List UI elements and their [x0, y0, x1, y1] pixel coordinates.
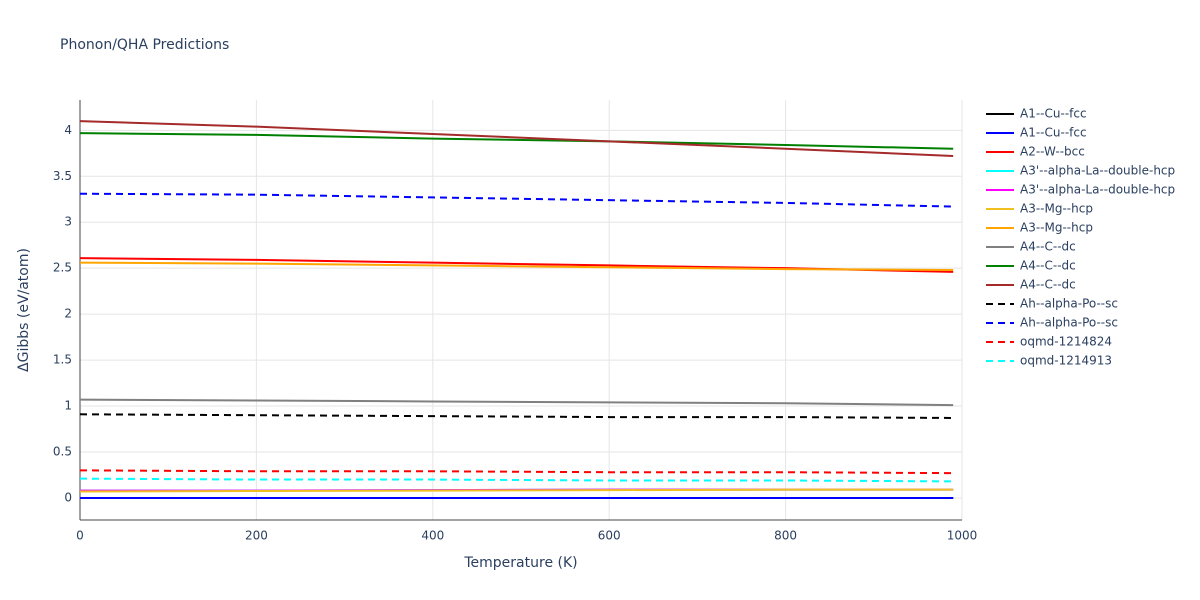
series-line: [79, 192, 954, 208]
series-line: [79, 477, 954, 483]
legend-label[interactable]: A4--C--dc: [1020, 278, 1076, 292]
series-line: [79, 398, 954, 407]
series-line: [79, 132, 954, 150]
legend-label[interactable]: A3--Mg--hcp: [1020, 221, 1093, 235]
legend-label[interactable]: Ah--alpha-Po--sc: [1020, 316, 1118, 330]
x-tick-label: 0: [76, 529, 84, 543]
y-tick-label: 4: [64, 123, 72, 137]
series-line: [79, 488, 954, 493]
y-tick-label: 2.5: [53, 261, 72, 275]
legend-label[interactable]: Ah--alpha-Po--sc: [1020, 297, 1118, 311]
chart-title: Phonon/QHA Predictions: [60, 37, 229, 53]
y-tick-label: 3: [64, 215, 72, 229]
x-tick-label: 1000: [947, 529, 978, 543]
legend-label[interactable]: A2--W--bcc: [1020, 145, 1085, 159]
legend-label[interactable]: A4--C--dc: [1020, 259, 1076, 273]
x-axis-title: Temperature (K): [463, 555, 577, 571]
x-tick-label: 400: [421, 529, 444, 543]
y-tick-label: 1: [64, 399, 72, 413]
x-tick-label: 600: [598, 529, 621, 543]
y-axis-title: ΔGibbs (eV/atom): [16, 248, 32, 372]
legend-label[interactable]: A1--Cu--fcc: [1020, 126, 1087, 140]
x-tick-label: 200: [245, 529, 268, 543]
legend-label[interactable]: A3'--alpha-La--double-hcp: [1020, 164, 1175, 178]
legend-label[interactable]: A3'--alpha-La--double-hcp: [1020, 183, 1175, 197]
y-tick-label: 3.5: [53, 169, 72, 183]
y-tick-label: 1.5: [53, 353, 72, 367]
series-line: [79, 469, 954, 475]
legend-label[interactable]: A1--Cu--fcc: [1020, 107, 1087, 121]
legend-label[interactable]: oqmd-1214824: [1020, 335, 1112, 349]
legend-label[interactable]: A3--Mg--hcp: [1020, 202, 1093, 216]
series-line: [79, 413, 954, 419]
legend-label[interactable]: A4--C--dc: [1020, 240, 1076, 254]
series-line: [79, 120, 954, 158]
series-line: [79, 261, 954, 272]
legend-label[interactable]: oqmd-1214913: [1020, 354, 1112, 368]
y-tick-label: 2: [64, 307, 72, 321]
x-tick-label: 800: [774, 529, 797, 543]
y-tick-label: 0.5: [53, 444, 72, 458]
y-tick-label: 0: [64, 490, 72, 504]
